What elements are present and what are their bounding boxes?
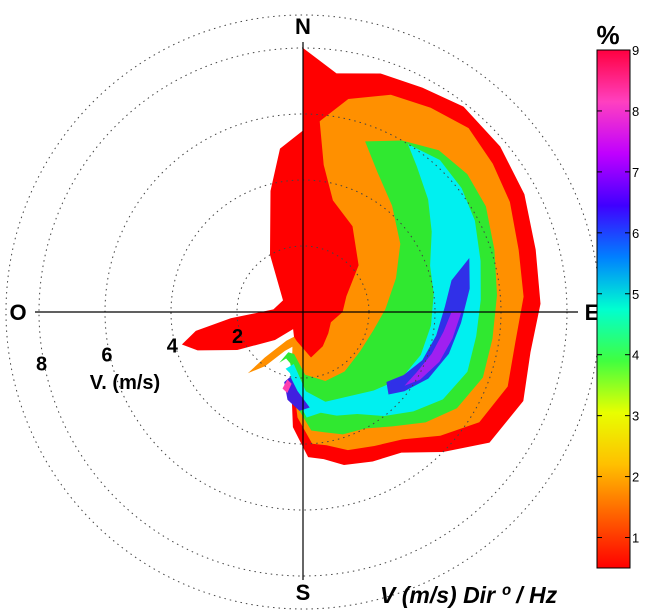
colorbar-tick-label: 9 <box>632 43 639 58</box>
colorbar-ticks: 1 2 3 4 5 6 7 8 9 <box>597 43 639 546</box>
colorbar-title: % <box>596 20 619 50</box>
contour-layer <box>181 48 541 465</box>
north-label: N <box>295 14 311 39</box>
colorbar-tick-label: 7 <box>632 165 639 180</box>
contour-level-4 <box>386 258 470 395</box>
colorbar-tick-label: 2 <box>632 470 639 485</box>
colorbar-tick-label: 3 <box>632 409 639 424</box>
radial-tick-label: 4 <box>167 335 179 357</box>
radial-tick-label: 2 <box>232 326 243 348</box>
west-label: O <box>9 300 26 325</box>
south-label: S <box>296 580 311 605</box>
colorbar <box>596 49 631 569</box>
chart-caption: V (m/s) Dir º / Hz <box>380 582 558 608</box>
colorbar-tick-label: 1 <box>632 531 639 546</box>
colorbar-tick-label: 8 <box>632 104 639 119</box>
colorbar-tick-label: 5 <box>632 287 639 302</box>
east-label: E <box>585 300 600 325</box>
radial-tick-label: 8 <box>36 354 47 376</box>
radial-tick-labels: 2 4 6 8 <box>36 326 243 376</box>
radial-tick-label: 6 <box>101 345 112 367</box>
radial-axis-label: V. (m/s) <box>90 372 160 394</box>
contour-level-7 <box>282 379 292 393</box>
colorbar-tick-label: 4 <box>632 348 639 363</box>
colorbar-tick-label: 6 <box>632 226 639 241</box>
contour-level-6 <box>404 312 462 386</box>
